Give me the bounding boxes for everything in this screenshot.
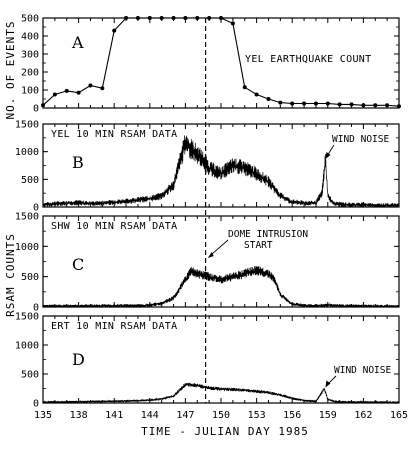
panel-a-data-point [112, 29, 116, 33]
panel-d-title: ERT 10 MIN RSAM DATA [51, 321, 177, 332]
panel-a-data-point [278, 101, 282, 105]
panel-b-letter: B [72, 153, 84, 172]
panel-c-ytick-label: 500 [21, 272, 39, 283]
x-tick-label: 162 [354, 410, 372, 421]
x-tick-label: 144 [141, 410, 159, 421]
x-tick-label: 141 [105, 410, 123, 421]
panel-a-ytick-label: 500 [21, 14, 39, 25]
panel-d-ytick-label: 500 [21, 370, 39, 381]
panel-b-ytick-label: 1000 [15, 147, 39, 158]
panel-a-data-point [338, 102, 342, 106]
panel-a-data-point [65, 89, 69, 93]
panel-c-series-trace [43, 266, 399, 307]
panel-a-data-point [397, 104, 401, 108]
panel-a-ytick-label: 400 [21, 32, 39, 43]
panel-a-data-point [100, 86, 104, 90]
panel-d: 0 500 1000 1500 D ERT 10 MIN RSAM DATA WIND NO… [15, 312, 399, 410]
x-tick-label: 135 [34, 410, 52, 421]
panel-d-letter: D [72, 350, 85, 369]
panel-c-ytick-label: 1500 [15, 212, 39, 223]
panel-a-title: YEL EARTHQUAKE COUNT [245, 54, 371, 65]
panel-a-data-point [290, 102, 294, 106]
panel-a-ytick-label: 200 [21, 68, 39, 79]
panel-c-letter: C [72, 255, 84, 274]
panel-a-data-point [124, 16, 128, 20]
annotation-wind-noise: WIND NOISE [334, 365, 391, 376]
panel-a-ytick-label: 300 [21, 50, 39, 61]
panel-a-data-point [148, 16, 152, 20]
y-axis-label-events: NO. OF EVENTS [4, 20, 17, 119]
panel-a-data-point [373, 103, 377, 107]
panel-a-data-point [41, 103, 45, 107]
annotation-dome-intrusion: DOME INTRUSION [228, 229, 308, 240]
panel-a-data-point [53, 93, 57, 97]
panel-a-data-point [136, 16, 140, 20]
panel-a-data-point [350, 102, 354, 106]
x-tick-label: 138 [70, 410, 88, 421]
panel-d-ytick-label: 1000 [15, 341, 39, 352]
panel-a-data-point [255, 93, 259, 97]
panels: 0 100 200 300 400 500 A YEL EARTHQUAKE COUNT 0 50… [15, 14, 401, 410]
panel-a-data-point [219, 16, 223, 20]
x-tick-label: 165 [390, 410, 408, 421]
x-tick-label: 147 [176, 410, 194, 421]
panel-a-ytick-label: 0 [33, 104, 39, 115]
annotation-arrow-head [325, 152, 330, 159]
panel-a-data-point [77, 91, 81, 95]
panel-a-ytick-label: 100 [21, 86, 39, 97]
panel-a-data-point [88, 84, 92, 88]
panel-d-ytick-label: 0 [33, 399, 39, 410]
panel-c-title: SHW 10 MIN RSAM DATA [51, 221, 177, 232]
panel-b-series-trace [43, 135, 399, 207]
panel-a-data-point [243, 85, 247, 89]
x-tick-label: 156 [283, 410, 301, 421]
annotation-arrow-head [325, 381, 330, 388]
panel-c-ytick-label: 1000 [15, 242, 39, 253]
panel-b-title: YEL 10 MIN RSAM DATA [51, 129, 177, 140]
panel-a-data-point [302, 102, 306, 106]
panel-a-data-point [195, 16, 199, 20]
annotation-wind-noise: WIND NOISE [332, 134, 389, 145]
panel-a-data-point [231, 21, 235, 25]
x-tick-label: 159 [319, 410, 337, 421]
x-tick-labels: 135 138 141 144 147 150 153 156 159 162 165 [34, 410, 408, 421]
panel-a-data-point [207, 16, 211, 20]
panel-a-data-point [160, 16, 164, 20]
panel-a-data-point [361, 103, 365, 107]
panel-a: 0 100 200 300 400 500 A YEL EARTHQUAKE COUNT [21, 14, 401, 115]
panel-a-data-point [314, 102, 318, 106]
panel-a-data-point [183, 16, 187, 20]
x-tick-label: 153 [248, 410, 266, 421]
panel-a-data-point [266, 97, 270, 101]
panel-b-ytick-label: 500 [21, 175, 39, 186]
y-axis-label-rsam: RSAM COUNTS [4, 233, 17, 317]
panel-b-ytick-label: 1500 [15, 120, 39, 131]
panel-d-ytick-label: 1500 [15, 312, 39, 323]
panel-a-data-point [385, 103, 389, 107]
annotation-start: START [244, 240, 273, 251]
panel-a-data-point [326, 102, 330, 106]
x-axis-label: TIME - JULIAN DAY 1985 [141, 425, 309, 438]
panel-a-letter: A [71, 33, 84, 52]
x-tick-label: 150 [212, 410, 230, 421]
panel-a-data-point [172, 16, 176, 20]
